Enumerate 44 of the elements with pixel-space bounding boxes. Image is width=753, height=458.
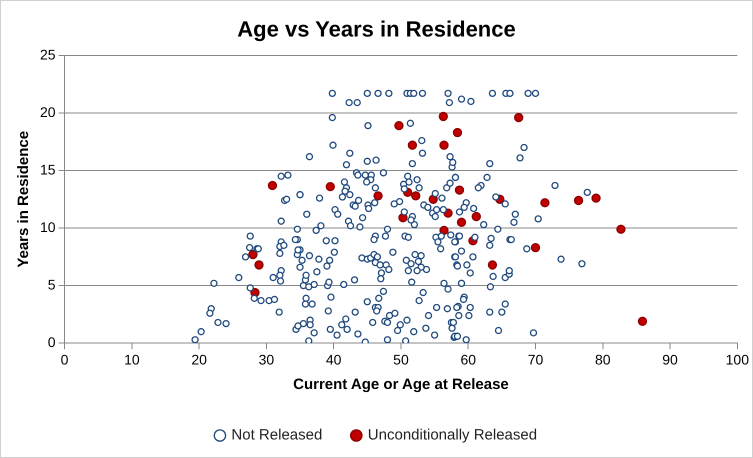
- point: [248, 250, 258, 260]
- point: [616, 224, 626, 234]
- point: [456, 218, 466, 227]
- point: [373, 191, 383, 200]
- point: [530, 243, 540, 252]
- y-axis-title: Years in Residence: [15, 130, 32, 268]
- point: [439, 140, 449, 150]
- x-tick-label: 70: [528, 351, 544, 368]
- x-axis-title: Current Age or Age at Release: [293, 376, 509, 394]
- x-tick-label: 100: [726, 351, 750, 368]
- y-tick-label: 15: [40, 161, 56, 178]
- y-tick-label: 20: [40, 104, 56, 120]
- x-tick-label: 10: [124, 351, 140, 368]
- point: [438, 112, 448, 122]
- point: [514, 112, 524, 122]
- y-tick-label: 10: [40, 218, 56, 235]
- legend-label: Unconditionally Released: [368, 426, 538, 444]
- x-tick-label: 40: [326, 351, 342, 368]
- point: [638, 316, 648, 326]
- y-tick-label: 0: [48, 334, 56, 350]
- x-tick-label: 50: [393, 351, 409, 368]
- x-tick-label: 30: [258, 351, 274, 368]
- point: [326, 182, 335, 192]
- y-tick-label: 5: [48, 276, 56, 292]
- x-tick-label: 80: [594, 351, 611, 368]
- point: [452, 128, 462, 138]
- point: [574, 196, 584, 206]
- point: [254, 260, 264, 270]
- point: [591, 194, 601, 203]
- x-tick-label: 0: [60, 351, 69, 368]
- point: [472, 212, 481, 222]
- x-tick-label: 90: [662, 351, 678, 368]
- point: [411, 191, 420, 200]
- y-tick-label: 25: [40, 46, 56, 62]
- point: [408, 140, 418, 150]
- x-tick-label: 60: [460, 351, 476, 368]
- point: [268, 180, 278, 190]
- x-tick-label: 20: [191, 351, 208, 368]
- point: [454, 185, 464, 195]
- point: [394, 120, 404, 130]
- point: [488, 260, 498, 270]
- chart-title: Age vs Years in Residence: [237, 16, 516, 42]
- point: [540, 198, 550, 208]
- legend-label: Not Released: [231, 426, 322, 444]
